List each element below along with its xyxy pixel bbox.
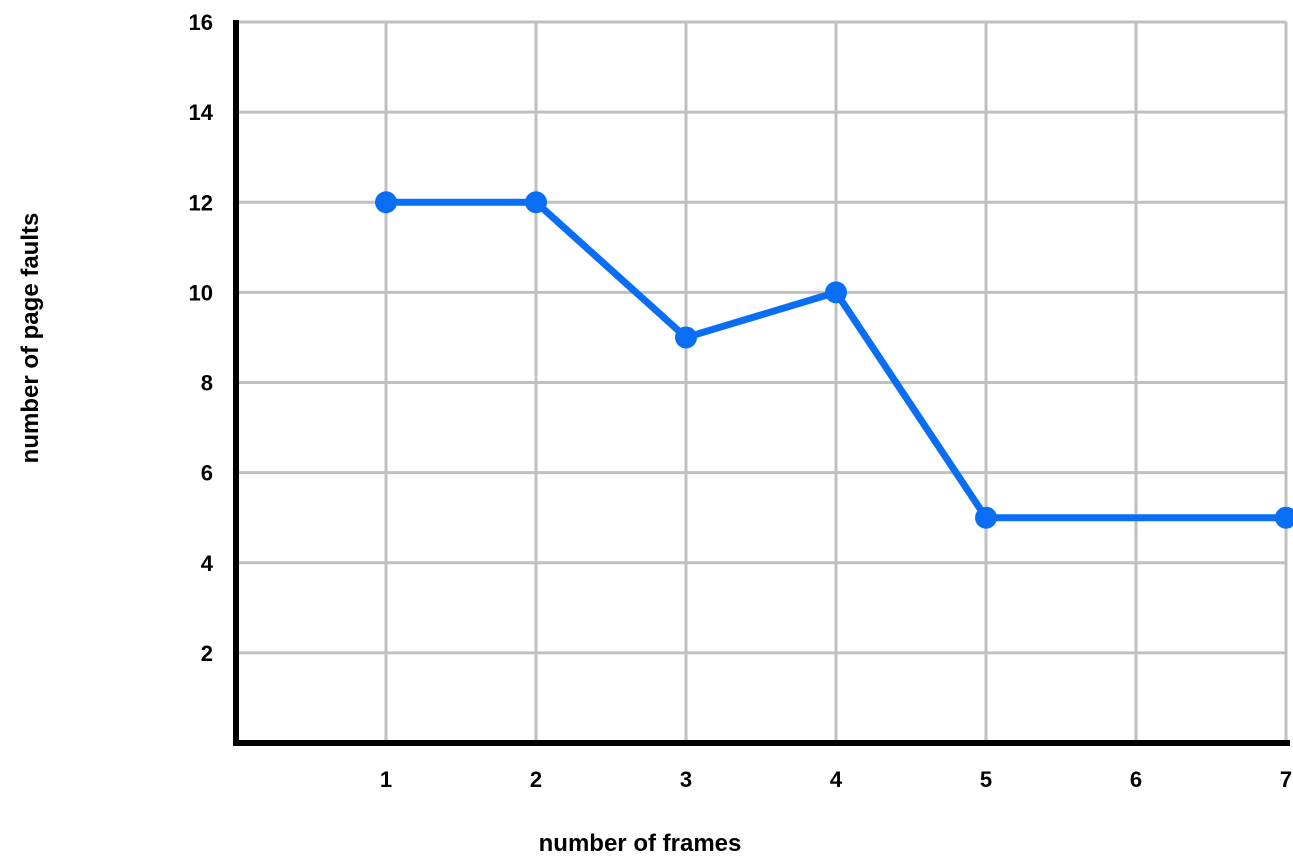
data-point [975, 506, 997, 529]
series-line [382, 198, 1290, 522]
x-tick-label: 4 [830, 767, 843, 792]
y-axis-title: number of page faults [17, 213, 44, 464]
y-tick-label: 2 [201, 641, 213, 666]
series-group [375, 191, 1293, 529]
x-tick-label: 1 [380, 767, 392, 792]
axes [233, 20, 1290, 746]
y-tick-label: 6 [201, 461, 213, 486]
y-tick-label: 4 [201, 551, 214, 576]
y-tick-label: 14 [189, 100, 214, 125]
x-tick-label: 7 [1280, 767, 1292, 792]
x-axis-title: number of frames [539, 830, 742, 857]
data-point [375, 191, 397, 214]
y-tick-labels: 2 4 6 8 10 12 14 16 [189, 10, 214, 666]
x-tick-label: 5 [980, 767, 992, 792]
y-tick-label: 8 [201, 371, 213, 396]
data-point [675, 326, 697, 349]
data-point [525, 191, 547, 214]
data-point [1275, 506, 1293, 529]
x-tick-label: 3 [680, 767, 692, 792]
x-tick-labels: 1 2 3 4 5 6 7 [380, 767, 1292, 792]
grid [236, 20, 1288, 743]
x-tick-label: 6 [1130, 767, 1142, 792]
y-tick-label: 10 [189, 280, 213, 305]
y-tick-label: 12 [189, 190, 213, 215]
data-point [825, 281, 847, 304]
x-tick-label: 2 [530, 767, 542, 792]
y-tick-label: 16 [189, 10, 213, 35]
